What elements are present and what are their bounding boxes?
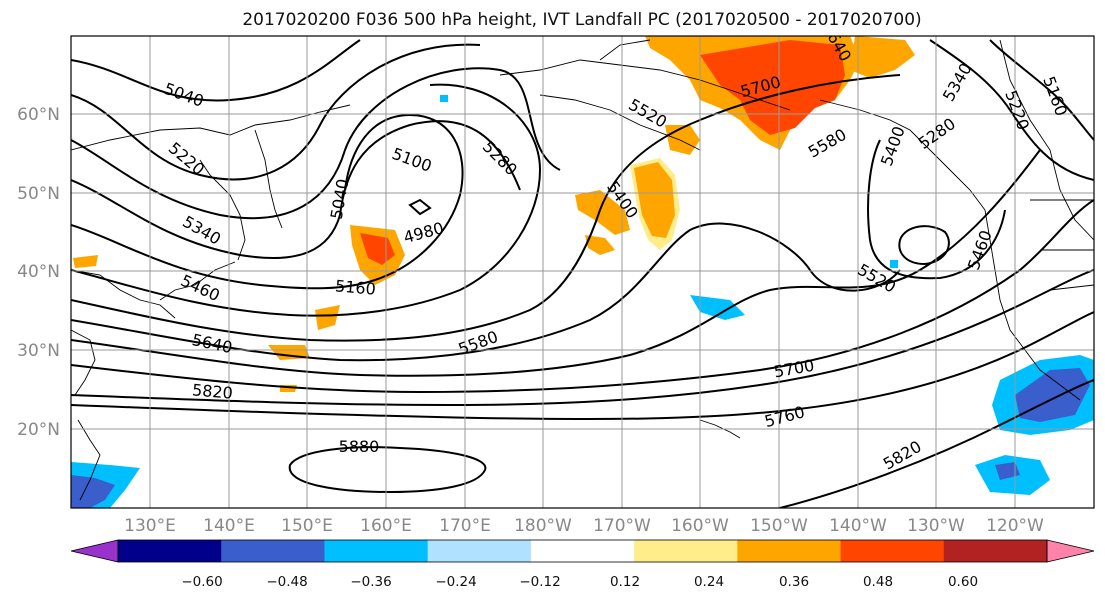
map-title: 2017020200 F036 500 hPa height, IVT Land… [242, 10, 921, 30]
lon-label: 160°E [360, 516, 412, 536]
contour-label: 5160 [334, 276, 376, 298]
lon-label: 160°W [671, 516, 729, 536]
colorbar-segment [221, 540, 325, 562]
plot-frame [70, 35, 1095, 509]
colorbar-tick-label: −0.12 [519, 574, 560, 590]
lat-label: 60°N [17, 105, 60, 125]
colorbar-tick-label: 0.60 [948, 574, 978, 590]
lon-label: 130°E [124, 516, 176, 536]
colorbar-segment [118, 540, 222, 562]
lon-label: 120°W [986, 516, 1044, 536]
colorbar-extend-low [70, 539, 119, 563]
colorbar-segment [634, 540, 738, 562]
colorbar-segment [943, 540, 1048, 562]
lon-label: 150°E [281, 516, 333, 536]
colorbar-tick-label: −0.24 [435, 574, 476, 590]
coastlines [71, 39, 1094, 501]
plot-area: 5040 5220 5340 5460 5640 5820 5880 5040 … [71, 36, 1094, 508]
lon-label: 170°E [439, 516, 491, 536]
lat-label: 40°N [17, 262, 60, 282]
colorbar-tick-label: −0.48 [266, 574, 307, 590]
latitude-labels: 60°N 50°N 40°N 30°N 20°N [17, 105, 60, 440]
colorbar-tick-label: −0.60 [181, 574, 222, 590]
colorbar-segment [324, 540, 429, 562]
gridlines [71, 36, 1094, 508]
lon-label: 170°W [593, 516, 651, 536]
lon-label: 180°W [514, 516, 572, 536]
colorbar-tick-label: 0.36 [779, 574, 809, 590]
lon-label: 130°W [907, 516, 965, 536]
colorbar-segment [530, 540, 635, 562]
lat-label: 50°N [17, 184, 60, 204]
contour-label: 5820 [191, 380, 233, 402]
colorbar-tick-label: 0.48 [863, 574, 893, 590]
colorbar-frame [117, 539, 1048, 563]
colorbar-extend-high [1046, 539, 1095, 563]
colorbar-tick-label: 0.12 [610, 574, 640, 590]
contour-label: 5880 [339, 437, 380, 456]
colorbar-segment [427, 540, 532, 562]
colorbar-tick-labels: −0.60 −0.48 −0.36 −0.24 −0.12 0.12 0.24 … [181, 574, 978, 590]
lon-label: 140°W [829, 516, 887, 536]
lat-label: 30°N [17, 341, 60, 361]
lon-label: 150°W [750, 516, 808, 536]
colorbar-segment [737, 540, 842, 562]
colorbar [70, 539, 1095, 563]
height-contours [71, 39, 1094, 508]
longitude-labels: 130°E 140°E 150°E 160°E 170°E 180°W 170°… [124, 516, 1044, 536]
lon-label: 140°E [203, 516, 255, 536]
lat-label: 20°N [17, 420, 60, 440]
colorbar-tick-label: 0.24 [694, 574, 724, 590]
colorbar-segment [840, 540, 945, 562]
colorbar-tick-label: −0.36 [350, 574, 391, 590]
